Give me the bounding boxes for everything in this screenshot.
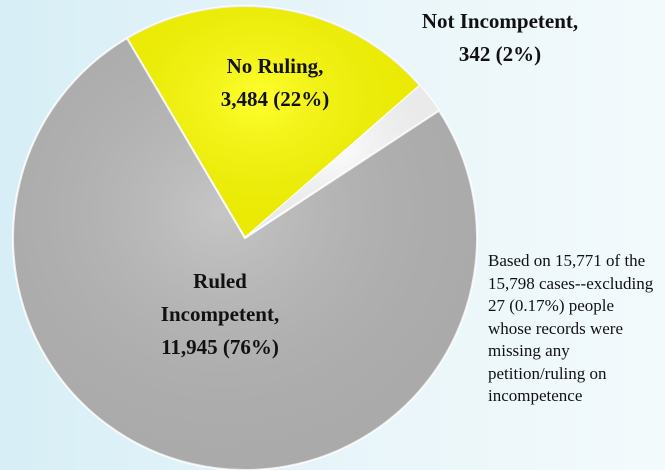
slice-name: No Ruling, [226,54,324,78]
slice-label: Not Incompetent, 342 (2%) [415,5,585,71]
slice-value: 342 (2%) [458,42,542,66]
slice-shade [245,85,439,238]
slice-label: Ruled Incompetent, 11,945 (76%) [135,265,305,364]
slice-shade [126,6,420,239]
slice-shade [12,38,477,470]
slice-value: 11,945 (76%) [161,335,279,359]
slice-value: 3,484 (22%) [220,87,330,111]
slice-name: Ruled Incompetent, [160,269,280,326]
pie [12,5,478,470]
slice-label: No Ruling, 3,484 (22%) [190,50,360,116]
slice-name: Not Incompetent, [421,9,579,33]
annotation: Based on 15,771 of the 15,798 cases--exc… [488,251,654,405]
